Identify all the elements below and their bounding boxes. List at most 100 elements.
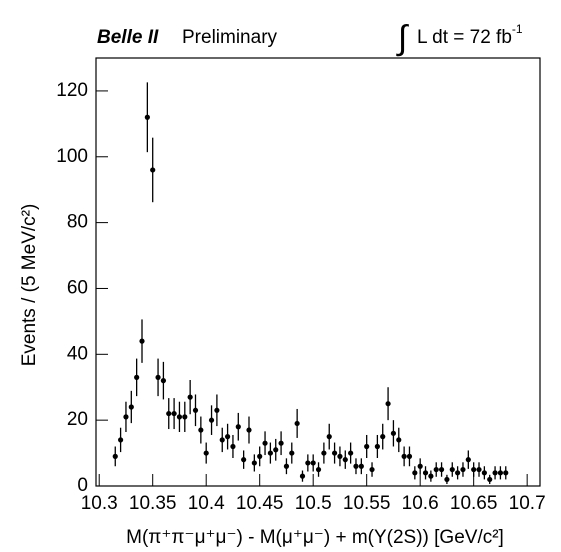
data-point [348, 450, 354, 456]
data-point [444, 476, 450, 483]
data-point [305, 460, 311, 466]
lumi-integral: ∫ [396, 19, 409, 57]
data-point [166, 410, 172, 417]
data-point [380, 434, 386, 440]
data-point [118, 437, 124, 443]
data-point [471, 466, 477, 473]
data-point [139, 338, 145, 344]
data-point [192, 407, 199, 413]
data-point [155, 374, 161, 380]
x-tick-label: 10.4 [188, 493, 225, 514]
data-point [337, 453, 343, 459]
y-tick-label: 120 [56, 80, 88, 101]
data-point [187, 394, 193, 400]
data-point [321, 450, 327, 456]
data-point [273, 447, 279, 453]
data-point [364, 443, 370, 450]
data-point [214, 407, 220, 413]
data-point [406, 453, 413, 459]
data-point [182, 414, 188, 420]
data-point [492, 470, 498, 476]
chart-subtitle: Preliminary [182, 27, 278, 48]
data-point [289, 450, 295, 456]
data-point [503, 470, 509, 476]
data-point [412, 470, 418, 476]
data-point [449, 466, 455, 473]
data-point [278, 440, 284, 446]
x-tick-label: 10.5 [295, 493, 332, 514]
data-point [374, 443, 380, 450]
data-point [358, 463, 364, 469]
data-point [294, 420, 300, 427]
x-tick-label: 10.3 [81, 493, 118, 514]
data-point [171, 410, 177, 417]
data-point [219, 437, 225, 443]
data-point [455, 470, 461, 476]
plot-frame [95, 57, 541, 487]
data-point [246, 427, 252, 433]
data-point [417, 463, 423, 469]
y-tick-label: 80 [67, 212, 88, 233]
data-point [203, 450, 209, 456]
data-point [390, 430, 397, 436]
data-point [497, 470, 504, 476]
data-point [401, 453, 407, 459]
data-point [150, 167, 156, 173]
data-point [331, 450, 338, 456]
chart-title: Belle II [97, 27, 159, 48]
data-point [369, 466, 375, 473]
data-point [310, 460, 316, 466]
lumi-exponent: -1 [512, 22, 523, 36]
data-point [326, 434, 332, 440]
data-point [315, 466, 322, 473]
data-point [208, 417, 215, 423]
data-point [257, 453, 263, 459]
data-point [428, 473, 434, 479]
x-tick-label: 10.7 [509, 493, 546, 514]
data-point [353, 463, 359, 469]
x-tick-label: 10.35 [129, 493, 177, 514]
lumi-text: L dt = 72 fb [417, 27, 512, 48]
data-point [433, 466, 439, 473]
data-point [262, 440, 268, 446]
data-point [422, 470, 429, 476]
data-point [283, 463, 290, 469]
data-point [160, 378, 167, 384]
data-point [476, 466, 482, 473]
data-point [123, 414, 129, 420]
x-tick-label: 10.6 [402, 493, 439, 514]
y-tick-label: 40 [67, 343, 88, 364]
data-point [128, 404, 134, 410]
y-axis-label: Events / (5 MeV/c²) [19, 204, 40, 367]
y-tick-label: 60 [67, 277, 88, 298]
data-point [481, 470, 487, 476]
data-point [465, 457, 471, 463]
data-point [396, 437, 402, 443]
data-point [134, 374, 140, 380]
x-tick-label: 10.65 [450, 493, 498, 514]
data-point [487, 476, 493, 483]
x-axis-label: M(π⁺π⁻μ⁺μ⁻) - M(μ⁺μ⁻) + m(Υ(2S)) [GeV/c²… [126, 527, 504, 548]
data-point [144, 114, 150, 120]
y-tick-label: 0 [77, 475, 88, 496]
data-point [299, 473, 306, 479]
y-tick-label: 100 [56, 146, 88, 167]
data-point [438, 466, 445, 473]
data-point [342, 457, 348, 463]
x-tick-label: 10.55 [343, 493, 391, 514]
data-point [230, 443, 236, 450]
data-point [251, 460, 257, 466]
data-point [235, 424, 241, 430]
lumi: L dt = 72 fb-1 [417, 22, 523, 48]
data-point [460, 466, 466, 473]
data-point [385, 401, 391, 407]
data-point [198, 427, 204, 433]
x-tick-label: 10.45 [236, 493, 284, 514]
data-point [112, 453, 118, 459]
data-point [224, 434, 231, 440]
data-point [241, 457, 247, 463]
y-tick-label: 20 [67, 409, 88, 430]
data-point [176, 414, 183, 420]
data-point [267, 450, 273, 456]
